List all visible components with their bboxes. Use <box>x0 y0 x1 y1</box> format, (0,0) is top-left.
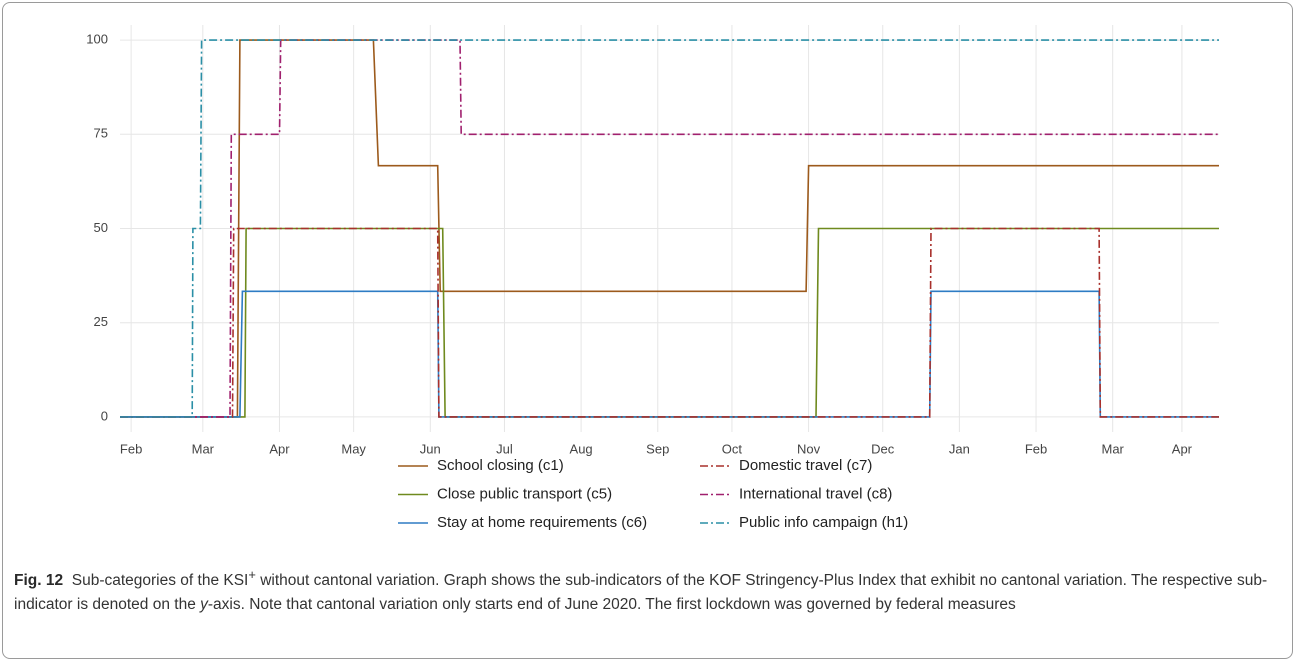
caption-label: Fig. 12 <box>14 572 64 590</box>
x-tick-label: Oct <box>722 441 743 456</box>
legend-label: Stay at home requirements (c6) <box>437 514 647 531</box>
legend-label: International travel (c8) <box>739 485 892 502</box>
caption: Fig. 12 Sub-categories of the KSI+ witho… <box>14 563 1279 617</box>
series-line <box>120 227 1219 418</box>
x-tick-label: Feb <box>120 441 142 456</box>
x-tick-label: Mar <box>1101 441 1124 456</box>
x-tick-label: Nov <box>797 441 821 456</box>
chart: 0 25 50 75 100 Feb Mar Apr May Jun Jul Aug Sep Oct Nov… <box>86 25 1219 531</box>
legend-label: Domestic travel (c7) <box>739 457 872 474</box>
legend-label: Close public transport (c5) <box>437 485 612 502</box>
y-tick-label: 50 <box>94 220 108 235</box>
x-tick-label: Jan <box>949 441 970 456</box>
series-line <box>120 39 1219 418</box>
x-tick-label: Dec <box>871 441 895 456</box>
x-tick-label: May <box>341 441 366 456</box>
caption-sup: + <box>248 567 256 582</box>
legend-label: Public info campaign (h1) <box>739 514 908 531</box>
caption-italic: y <box>200 596 208 614</box>
x-tick-label: Sep <box>646 441 669 456</box>
legend-label: School closing (c1) <box>437 457 564 474</box>
y-tick-label: 75 <box>94 126 108 141</box>
series-line <box>120 290 1219 418</box>
series-line <box>120 227 1219 418</box>
caption-text: -axis. Note that cantonal variation only… <box>207 596 1016 614</box>
x-tick-label: Jun <box>420 441 441 456</box>
x-tick-label: Mar <box>192 441 215 456</box>
x-tick-label: Jul <box>496 441 513 456</box>
x-tick-label: Apr <box>269 441 290 456</box>
x-tick-label: Aug <box>570 441 593 456</box>
caption-text: without cantonal variation. Graph shows … <box>14 572 1268 614</box>
series-line <box>120 39 1219 418</box>
y-tick-label: 100 <box>86 32 108 47</box>
x-tick-label: Apr <box>1172 441 1193 456</box>
x-tick-label: Feb <box>1025 441 1047 456</box>
y-tick-label: 25 <box>94 314 108 329</box>
caption-text: Sub-categories of the KSI <box>71 572 249 590</box>
y-tick-label: 0 <box>101 408 108 423</box>
